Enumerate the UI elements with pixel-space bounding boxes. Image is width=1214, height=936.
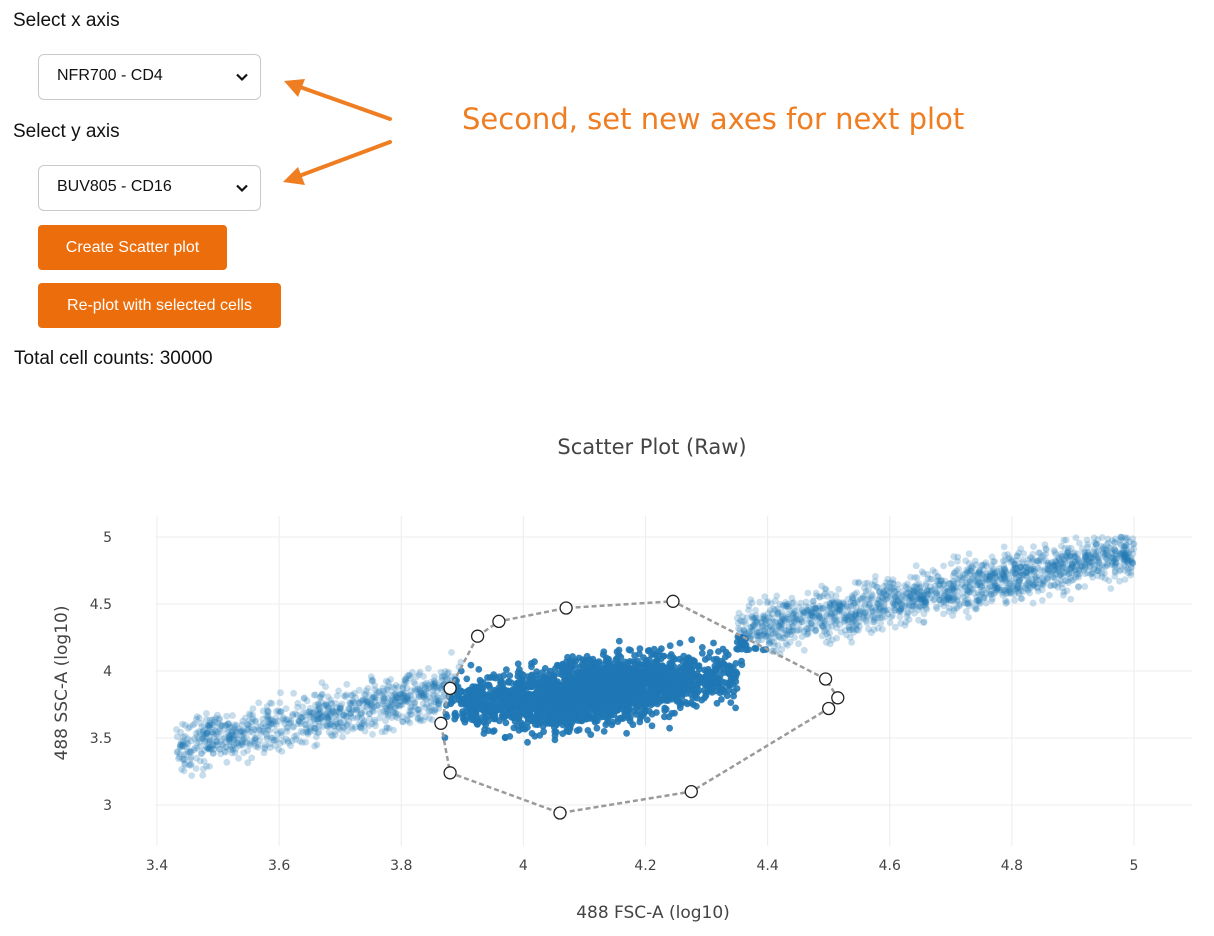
x-axis-select-value: NFR700 - CD4 [57,67,163,84]
gate-vertex-handle[interactable] [434,716,448,730]
x-axis-select-label: Select x axis [13,10,120,31]
total-cell-counts: Total cell counts: 30000 [14,348,213,369]
x-axis-title: 488 FSC-A (log10) [576,903,730,923]
chevron-down-icon [236,184,248,193]
x-tick-label: 4.6 [879,858,901,874]
y-axis-select[interactable]: BUV805 - CD16 [38,165,261,211]
gate-vertex-handle[interactable] [559,601,573,615]
x-tick-label: 4.4 [756,858,778,874]
annotation-text: Second, set new axes for next plot [462,102,965,136]
gate-vertex-handle[interactable] [666,594,680,608]
gate-vertex-handle[interactable] [818,672,833,686]
x-tick-label: 4 [519,858,528,874]
gate-vertex-handle[interactable] [492,614,506,629]
axis-ticks: 3.4 3.6 3.8 4 4.2 4.4 4.6 4.8 5 3 3.5 4 4.5 5 [90,530,1139,874]
x-tick-label: 4.2 [634,858,656,874]
y-tick-label: 3 [103,798,112,814]
replot-selected-cells-button[interactable]: Re-plot with selected cells [38,283,281,328]
gate-vertex-handle[interactable] [443,681,457,696]
chart-title: Scatter Plot (Raw) [557,435,746,459]
scatter-plot[interactable]: Scatter Plot (Raw) 3.4 3.6 3.8 4 4.2 4.4 4.6 4.… [0,400,1214,936]
x-tick-label: 3.8 [390,858,412,874]
y-axis-title: 488 SSC-A (log10) [52,606,72,761]
plot-grid [155,516,1192,846]
x-tick-label: 4.8 [1001,858,1023,874]
gate-vertex-handle[interactable] [443,766,457,780]
gate-vertex-handle[interactable] [822,701,836,716]
y-axis-select-value: BUV805 - CD16 [57,178,172,195]
y-tick-label: 5 [103,530,112,546]
x-tick-label: 3.4 [146,858,168,874]
create-scatter-plot-button[interactable]: Create Scatter plot [38,225,227,270]
data-points [173,533,1138,779]
gate-vertex-handle[interactable] [470,629,485,643]
gate-vertex-handle[interactable] [684,784,698,799]
arrow-to-y-select [297,140,392,178]
chevron-down-icon [236,73,248,82]
annotation-arrows [283,79,392,185]
arrow-to-x-select [298,85,392,121]
x-axis-select[interactable]: NFR700 - CD4 [38,54,261,100]
gate-polygon[interactable] [434,594,845,820]
y-tick-label: 4.5 [90,597,112,613]
y-tick-label: 3.5 [90,731,112,747]
gate-vertex-handle[interactable] [831,691,845,705]
y-axis-select-label: Select y axis [13,121,120,142]
x-tick-label: 5 [1130,858,1139,874]
gate-vertex-handle[interactable] [553,806,567,820]
x-tick-label: 3.6 [268,858,290,874]
y-tick-label: 4 [103,664,112,680]
